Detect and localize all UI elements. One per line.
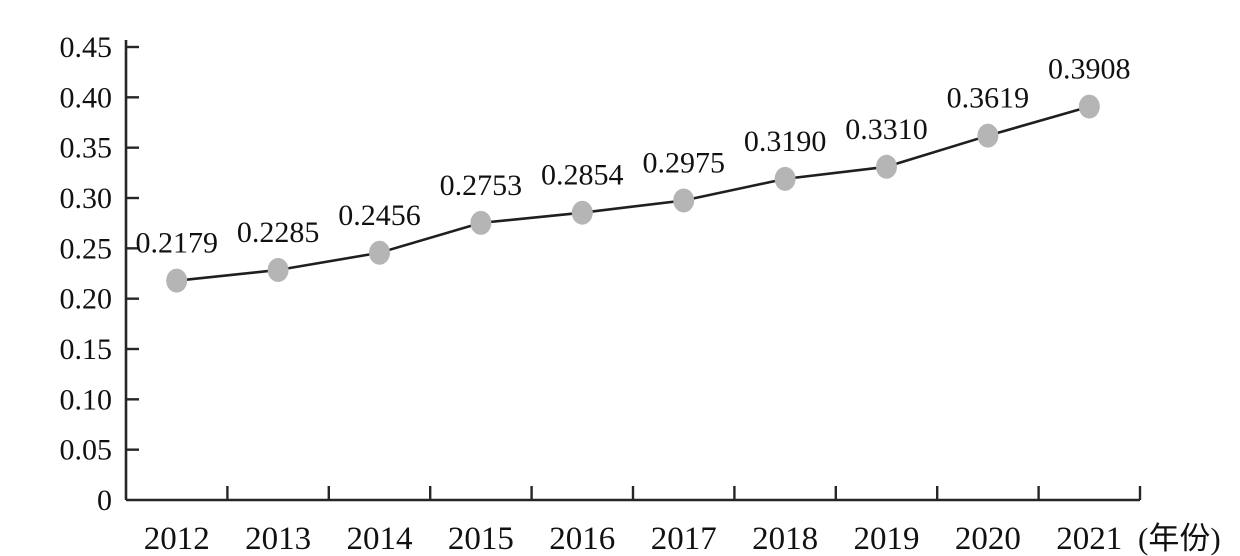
y-axis-tick-label: 0.45 — [60, 31, 113, 64]
y-axis-tick-label: 0.20 — [60, 283, 113, 316]
y-axis-tick-label: 0.35 — [60, 132, 113, 165]
data-point-label: 0.2285 — [237, 216, 320, 249]
x-axis-category-label: 2016 — [549, 521, 615, 556]
data-point-label: 0.3310 — [845, 113, 928, 146]
x-axis-category-label: 2013 — [245, 521, 311, 556]
data-point-label: 0.3619 — [947, 82, 1030, 115]
x-axis-category-label: 2017 — [651, 521, 717, 556]
data-point-label: 0.2854 — [541, 159, 624, 192]
data-point-marker — [673, 188, 695, 213]
y-axis-tick-label: 0.25 — [60, 232, 113, 265]
x-axis-unit-label: (年份) — [1138, 521, 1221, 556]
x-axis-category-label: 2019 — [854, 521, 920, 556]
y-axis-tick-label: 0.10 — [60, 383, 113, 416]
x-axis-category-label: 2020 — [955, 521, 1021, 556]
data-point-marker — [977, 123, 999, 148]
data-point-marker — [267, 257, 289, 282]
data-point-marker — [369, 240, 390, 265]
data-point-label: 0.3190 — [744, 125, 827, 158]
data-point-marker — [774, 166, 796, 191]
data-point-label: 0.3908 — [1048, 53, 1131, 86]
y-axis-tick-label: 0.05 — [60, 434, 113, 467]
y-axis-tick-label: 0 — [97, 484, 112, 517]
x-axis-category-label: 2015 — [448, 521, 514, 556]
data-point-marker — [166, 268, 188, 293]
y-axis-tick-label: 0.30 — [60, 182, 113, 215]
data-point-marker — [1078, 94, 1100, 119]
series-line — [176, 105, 1090, 282]
y-axis-tick-label: 0.40 — [60, 81, 113, 114]
x-axis-category-label: 2014 — [347, 521, 413, 556]
x-axis-category-label: 2018 — [752, 521, 818, 556]
data-point-label: 0.2456 — [338, 199, 421, 232]
data-point-marker — [470, 210, 492, 235]
data-point-marker — [876, 154, 897, 179]
data-point-marker — [571, 200, 593, 225]
data-point-label: 0.2179 — [135, 227, 218, 260]
data-point-label: 0.2975 — [642, 147, 725, 180]
x-axis-category-label: 2012 — [144, 521, 210, 556]
y-axis-tick-label: 0.15 — [60, 333, 113, 366]
data-point-label: 0.2753 — [440, 169, 523, 202]
x-axis-category-label: 2021 — [1056, 521, 1122, 556]
